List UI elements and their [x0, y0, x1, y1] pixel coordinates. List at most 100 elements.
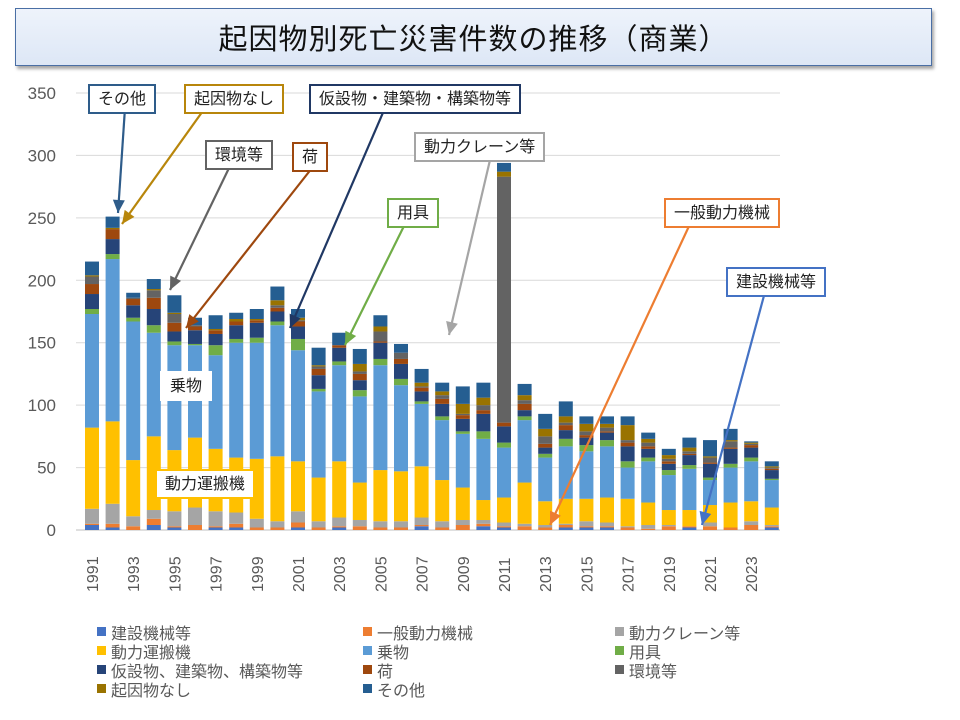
- bar-segment: [146, 289, 161, 291]
- bar-segment: [764, 526, 779, 528]
- bar-segment: [661, 461, 676, 464]
- bar-segment: [600, 526, 614, 528]
- bar-segment: [352, 482, 367, 521]
- bar-segment: [744, 447, 759, 458]
- x-tick-label: 2003: [332, 556, 349, 592]
- bar-segment: [146, 325, 161, 333]
- bar-segment: [394, 378, 408, 386]
- chart-title-box: 起因物別死亡災害件数の推移（商業）: [15, 8, 932, 66]
- bar-segment: [352, 371, 367, 374]
- x-tick-label: 2007: [415, 556, 432, 592]
- legend-item: 環境等: [615, 660, 815, 681]
- bar-segment: [291, 511, 305, 523]
- bar-segment: [332, 365, 347, 462]
- bar-segment: [373, 342, 388, 359]
- bar-segment: [641, 457, 656, 462]
- bar-segment: [352, 520, 367, 527]
- bar-segment: [620, 461, 635, 468]
- bar-segment: [558, 425, 573, 431]
- bar-segment: [105, 421, 120, 504]
- bar-segment: [641, 432, 656, 439]
- bar-segment: [394, 471, 408, 522]
- bar-segment: [291, 321, 305, 327]
- bar-segment: [703, 463, 717, 478]
- bar-segment: [620, 527, 635, 530]
- bar-segment: [208, 315, 223, 329]
- bar-segment: [476, 523, 491, 527]
- bar-segment: [167, 341, 182, 346]
- legend-item: 動力クレーン等: [615, 622, 815, 643]
- bar-segment: [435, 416, 450, 421]
- bar-segment: [538, 436, 553, 444]
- bar-segment: [703, 462, 717, 464]
- y-tick-label: 0: [47, 521, 56, 540]
- callout-arrow-line: [288, 107, 387, 329]
- bar-segment: [579, 521, 594, 527]
- legend-swatch: [97, 627, 106, 636]
- bar-segment: [476, 431, 491, 439]
- bar-segment: [682, 465, 697, 469]
- bar-segment: [229, 523, 244, 528]
- bar-segment: [105, 216, 120, 228]
- bar-segment: [455, 403, 470, 414]
- bar-stack-2001: [291, 309, 305, 530]
- bar-segment: [579, 498, 594, 522]
- bar-segment: [332, 517, 347, 527]
- bar-stack-2005: [373, 315, 388, 530]
- bar-segment: [249, 322, 264, 338]
- bar-segment: [435, 403, 450, 417]
- bar-segment: [352, 363, 367, 372]
- bar-segment: [85, 525, 99, 530]
- bar-segment: [703, 456, 717, 458]
- x-tick-label: 1997: [209, 556, 226, 592]
- bar-segment: [394, 343, 408, 353]
- bar-segment: [744, 501, 759, 522]
- bar-segment: [146, 332, 161, 437]
- bar-segment: [723, 502, 738, 528]
- legend-label: 用具: [629, 642, 662, 662]
- bar-segment: [476, 413, 491, 432]
- bar-segment: [538, 501, 553, 526]
- bar-segment: [85, 523, 99, 526]
- legend-swatch: [363, 646, 372, 655]
- bar-segment: [455, 487, 470, 521]
- bar-segment: [167, 511, 182, 527]
- bar-segment: [167, 295, 182, 313]
- x-tick-label: 1995: [167, 556, 184, 592]
- bar-segment: [85, 309, 99, 314]
- bar-segment: [188, 343, 202, 346]
- callout-arrow-line: [121, 107, 206, 225]
- legend-label: 動力クレーン等: [629, 623, 741, 643]
- bar-stack-1991: [85, 261, 99, 530]
- bar-segment: [600, 432, 614, 441]
- x-tick-label: 2001: [291, 556, 308, 592]
- bar-segment: [641, 442, 656, 447]
- bar-segment: [229, 312, 244, 319]
- bar-segment: [517, 403, 532, 411]
- bar-segment: [600, 522, 614, 527]
- callout-arrow-line: [549, 223, 691, 526]
- bar-segment: [661, 448, 676, 456]
- bar-segment: [373, 527, 388, 530]
- bar-segment: [600, 497, 614, 523]
- bar-segment: [435, 395, 450, 399]
- bar-segment: [497, 526, 511, 528]
- bar-segment: [229, 321, 244, 326]
- bar-stack-2004: [352, 348, 367, 530]
- bar-segment: [600, 423, 614, 428]
- bar-segment: [373, 521, 388, 528]
- bar-segment: [352, 380, 367, 391]
- bar-segment: [229, 338, 244, 343]
- x-tick-label: 2005: [373, 556, 390, 592]
- bar-segment: [208, 511, 223, 527]
- bar-segment: [517, 420, 532, 483]
- bar-segment: [394, 385, 408, 472]
- bar-segment: [558, 430, 573, 439]
- bar-segment: [476, 382, 491, 398]
- bar-segment: [126, 305, 141, 318]
- bar-segment: [517, 395, 532, 401]
- bar-segment: [517, 410, 532, 417]
- bar-segment: [764, 480, 779, 508]
- bar-segment: [394, 363, 408, 379]
- bar-segment: [146, 510, 161, 519]
